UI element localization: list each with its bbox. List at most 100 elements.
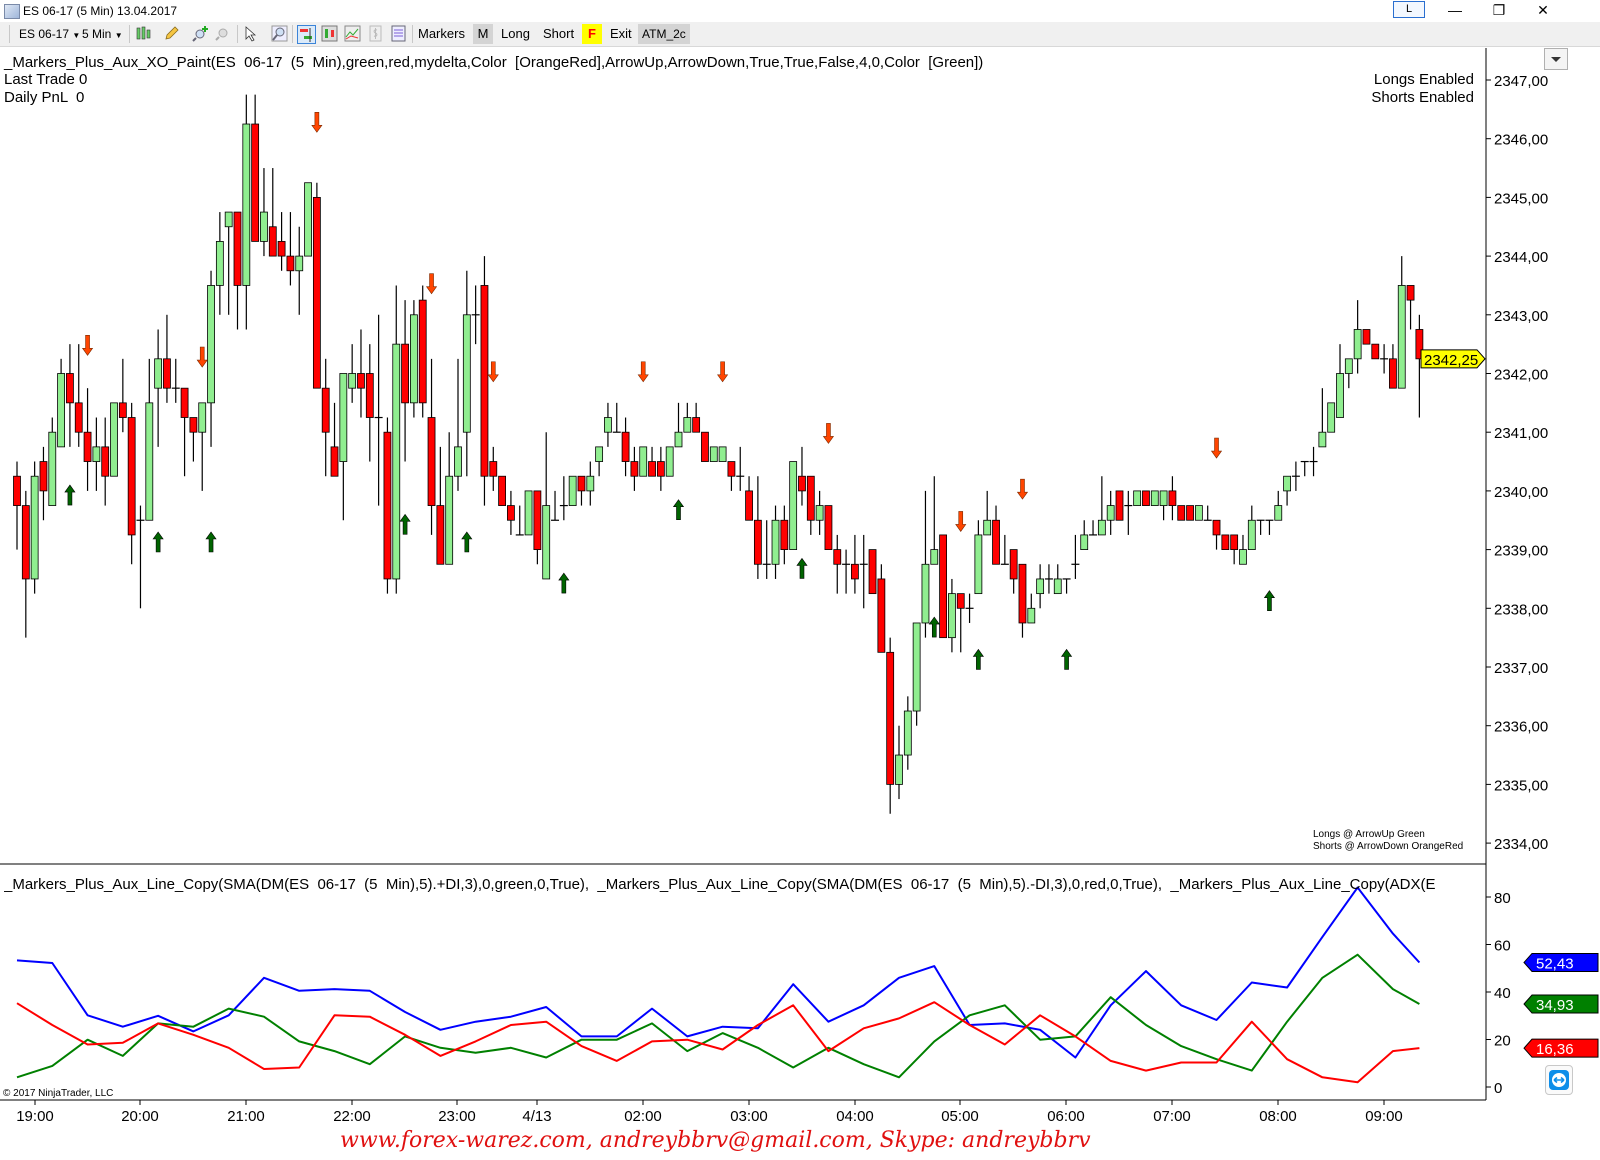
candle-body-down	[127, 417, 136, 536]
indicators-icon[interactable]	[344, 25, 361, 42]
cursor-icon[interactable]	[243, 25, 260, 42]
candle-body-down	[489, 461, 498, 477]
chart-trader-icon[interactable]	[297, 25, 316, 44]
time-tick-label: 04:00	[836, 1108, 874, 1125]
candle	[1265, 519, 1274, 535]
instrument-selector[interactable]: ES 06-17 ▼	[19, 24, 80, 44]
candle	[233, 211, 242, 330]
arrow-up-icon	[152, 531, 164, 553]
candle	[586, 461, 595, 506]
candle-body-up	[1150, 490, 1159, 506]
candle-body-up	[48, 431, 57, 506]
candle	[498, 475, 507, 506]
strategies-icon[interactable]	[367, 25, 384, 42]
zoom-in-icon[interactable]	[192, 25, 209, 42]
candle-body-up	[1318, 431, 1327, 448]
atm-strategy-button[interactable]: ATM_2c	[638, 24, 690, 44]
arrow-up-icon	[1060, 648, 1073, 670]
pencil-icon[interactable]	[163, 25, 180, 42]
zoom-out-icon[interactable]	[214, 25, 231, 42]
arrow-up-icon	[972, 648, 984, 670]
candle	[1053, 564, 1062, 595]
candle	[1186, 505, 1194, 521]
plus-di-line-value-tag	[1523, 994, 1599, 1014]
candle	[180, 387, 189, 477]
price-tick-label: 2343,00	[1494, 308, 1548, 325]
minimize-button[interactable]: —	[1448, 2, 1462, 18]
time-tick-label: 07:00	[1153, 1108, 1191, 1125]
minus-di-line	[16, 1001, 1420, 1084]
candle	[1291, 461, 1300, 491]
toolbar-grip[interactable]	[9, 25, 10, 43]
candle-body-up	[1133, 490, 1142, 506]
indicator-tick-label: 20	[1494, 1033, 1511, 1050]
candle	[39, 446, 48, 521]
arrow-up-icon	[672, 499, 685, 521]
scroll-down-button[interactable]	[1544, 48, 1568, 70]
flatten-button[interactable]: F	[582, 24, 602, 44]
indicator-tick-label: 60	[1494, 938, 1511, 955]
candle	[74, 344, 83, 447]
candle-body-up	[348, 373, 357, 389]
properties-icon[interactable]	[390, 25, 407, 42]
interval-selector[interactable]: 5 Min ▼	[82, 24, 123, 44]
candle	[753, 476, 762, 579]
daily-pnl-text: Daily PnL 0	[4, 89, 85, 106]
candle	[1194, 505, 1203, 521]
candle	[1406, 285, 1415, 330]
candle-body-up	[1283, 475, 1291, 492]
candle-body-down	[745, 490, 753, 521]
markers-button[interactable]: Markers	[418, 26, 465, 41]
candle-body-down	[1221, 534, 1230, 550]
candle	[110, 402, 118, 477]
candle	[983, 490, 992, 536]
price-indicator-label: _Markers_Plus_Aux_XO_Paint(ES 06-17 (5 M…	[4, 54, 984, 71]
candle	[745, 476, 753, 521]
candle	[780, 505, 789, 565]
exit-button[interactable]: Exit	[610, 26, 632, 41]
candle-body-down	[1186, 505, 1194, 521]
candle-body-down	[427, 417, 436, 506]
candle	[1089, 520, 1098, 536]
m-button[interactable]: M	[473, 24, 493, 44]
candle	[207, 270, 215, 447]
data-box-icon[interactable]	[321, 25, 338, 42]
candle	[1142, 490, 1150, 506]
magnifier-icon[interactable]	[271, 25, 288, 42]
candle	[277, 212, 286, 271]
candle-body-up	[815, 505, 824, 521]
candle	[727, 461, 736, 491]
candle-body-up	[260, 211, 268, 242]
close-button[interactable]: ✕	[1537, 2, 1549, 18]
teamviewer-widget[interactable]	[1545, 1065, 1573, 1095]
bar-type-icon[interactable]	[135, 25, 152, 42]
candle	[1353, 300, 1362, 374]
arrow-up-icon	[64, 484, 76, 506]
instrument-label: ES 06-17	[19, 27, 70, 41]
time-tick-label: 19:00	[16, 1108, 54, 1125]
candle	[295, 226, 304, 315]
candle-body-up	[30, 475, 39, 580]
candle-body-up	[1353, 329, 1362, 360]
candle-body-down	[507, 505, 515, 521]
price-tick-label: 2334,00	[1494, 836, 1548, 853]
arrow-up-icon	[205, 531, 217, 553]
layout-button[interactable]: L	[1393, 1, 1425, 18]
candle	[718, 446, 727, 462]
candle-body-down	[286, 255, 295, 272]
candle	[1239, 534, 1247, 565]
candle-body-down	[163, 358, 171, 389]
long-button[interactable]: Long	[501, 26, 530, 41]
candle-body-down	[753, 519, 762, 565]
candle-body-down	[824, 505, 833, 551]
candle	[1080, 520, 1089, 550]
maximize-button[interactable]: ❐	[1492, 2, 1506, 18]
candle-body-up	[198, 402, 207, 433]
candle	[1177, 505, 1186, 521]
plus-di-line	[16, 953, 1420, 1079]
candle-body-down	[74, 402, 83, 433]
interval-label: 5 Min	[82, 27, 112, 41]
chart-canvas[interactable]: 2347,00 2346,00 2345,00 2344,00 2343,00 2342,…	[0, 46, 1600, 1160]
candle	[154, 329, 163, 447]
short-button[interactable]: Short	[543, 26, 575, 41]
